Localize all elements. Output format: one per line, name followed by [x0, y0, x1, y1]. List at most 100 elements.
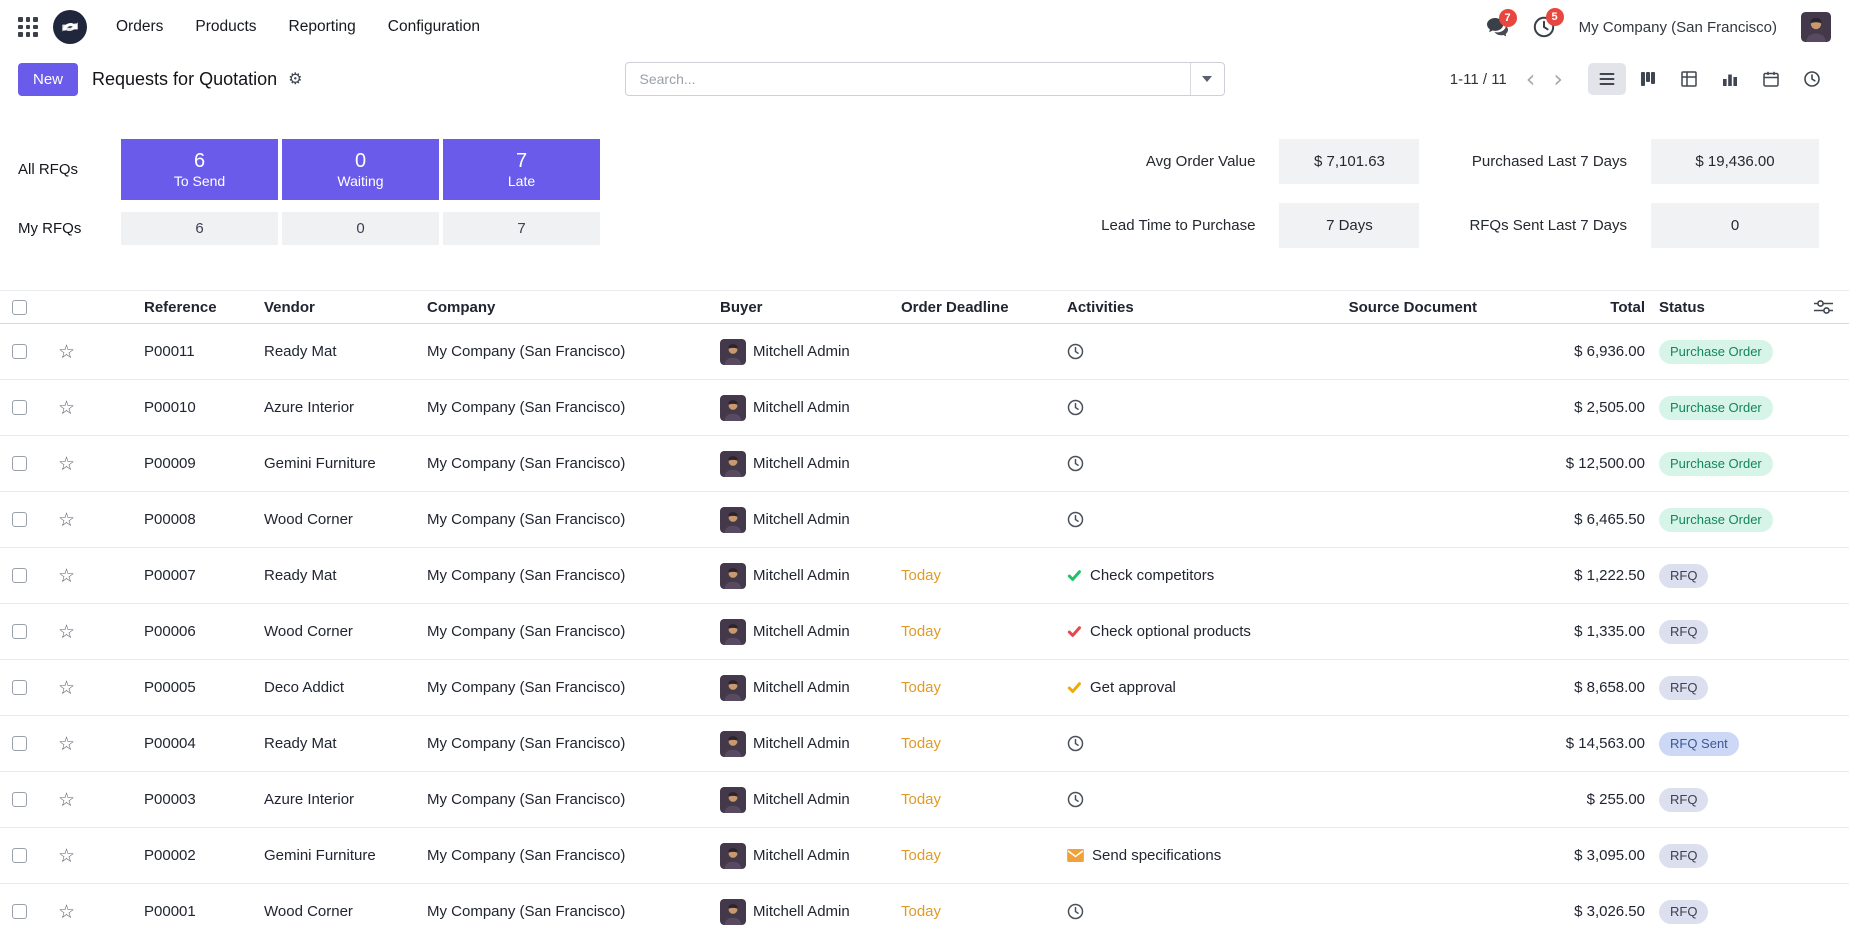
messages-icon[interactable]: 7	[1486, 8, 1517, 38]
table-row[interactable]: ☆ P00005 Deco Addict My Company (San Fra…	[0, 660, 1849, 716]
kpi-to-send[interactable]: 6 To Send	[121, 139, 278, 200]
favorite-star-icon[interactable]: ☆	[58, 564, 76, 587]
table-row[interactable]: ☆ P00003 Azure Interior My Company (San …	[0, 772, 1849, 828]
column-header-activities[interactable]: Activities	[1067, 298, 1134, 316]
user-avatar[interactable]	[1801, 12, 1831, 42]
row-checkbox[interactable]	[12, 568, 27, 583]
column-header-total[interactable]: Total	[1610, 298, 1645, 316]
table-row[interactable]: ☆ P00002 Gemini Furniture My Company (Sa…	[0, 828, 1849, 884]
column-header-status[interactable]: Status	[1659, 298, 1705, 316]
row-checkbox[interactable]	[12, 904, 27, 919]
check-icon[interactable]	[1067, 680, 1082, 695]
table-row[interactable]: ☆ P00006 Wood Corner My Company (San Fra…	[0, 604, 1849, 660]
source-document-cell	[1337, 324, 1477, 379]
new-button[interactable]: New	[18, 62, 79, 96]
buyer-cell: Mitchell Admin	[720, 492, 901, 547]
menu-products[interactable]: Products	[195, 18, 257, 35]
activities-cell	[1067, 324, 1337, 379]
select-all-checkbox[interactable]	[12, 299, 27, 315]
row-checkbox[interactable]	[12, 512, 27, 527]
column-header-source-document[interactable]: Source Document	[1348, 298, 1477, 316]
activity-view-icon[interactable]	[1793, 63, 1831, 95]
optional-columns-icon[interactable]	[1814, 299, 1833, 315]
kanban-view-icon[interactable]	[1629, 63, 1667, 95]
favorite-star-icon[interactable]: ☆	[58, 340, 76, 363]
favorite-star-icon[interactable]: ☆	[58, 788, 76, 811]
clock-icon[interactable]	[1067, 399, 1084, 416]
table-row[interactable]: ☆ P00007 Ready Mat My Company (San Franc…	[0, 548, 1849, 604]
row-checkbox[interactable]	[12, 344, 27, 359]
kpi-late[interactable]: 7 Late	[443, 139, 600, 200]
kpi-waiting[interactable]: 0 Waiting	[282, 139, 439, 200]
clock-icon[interactable]	[1067, 343, 1084, 360]
rfq-list: Reference Vendor Company Buyer Order Dea…	[0, 290, 1849, 936]
activities-icon[interactable]: 5	[1533, 8, 1564, 38]
actions-gear-icon[interactable]: ⚙	[288, 71, 303, 88]
clock-icon[interactable]	[1067, 791, 1084, 808]
kpi-my-waiting[interactable]: 0	[282, 212, 439, 245]
check-icon[interactable]	[1067, 568, 1082, 583]
pager-next-icon[interactable]: ›	[1553, 65, 1563, 93]
search-dropdown-caret-icon[interactable]	[1189, 63, 1224, 95]
row-checkbox[interactable]	[12, 848, 27, 863]
company-cell: My Company (San Francisco)	[427, 903, 626, 920]
graph-view-icon[interactable]	[1711, 63, 1749, 95]
row-checkbox[interactable]	[12, 400, 27, 415]
table-row[interactable]: ☆ P00004 Ready Mat My Company (San Franc…	[0, 716, 1849, 772]
buyer-avatar	[720, 562, 746, 589]
clock-icon[interactable]	[1067, 511, 1084, 528]
row-checkbox[interactable]	[12, 680, 27, 695]
row-star-cell: ☆	[52, 660, 100, 715]
clock-icon[interactable]	[1067, 735, 1084, 752]
table-row[interactable]: ☆ P00001 Wood Corner My Company (San Fra…	[0, 884, 1849, 936]
column-header-company[interactable]: Company	[427, 298, 496, 316]
column-header-order-deadline[interactable]: Order Deadline	[901, 298, 1009, 316]
row-checkbox[interactable]	[12, 456, 27, 471]
purchase-app-logo-icon[interactable]	[52, 9, 88, 45]
apps-grid-icon[interactable]	[18, 17, 38, 37]
check-icon[interactable]	[1067, 624, 1082, 639]
favorite-star-icon[interactable]: ☆	[58, 620, 76, 643]
kpi-my-late[interactable]: 7	[443, 212, 600, 245]
clock-icon[interactable]	[1067, 903, 1084, 920]
table-body: ☆ P00011 Ready Mat My Company (San Franc…	[0, 324, 1849, 936]
list-view-icon[interactable]	[1588, 63, 1626, 95]
pager-counter: 1-11 / 11	[1449, 70, 1507, 88]
buyer-cell: Mitchell Admin	[720, 716, 901, 771]
favorite-star-icon[interactable]: ☆	[58, 844, 76, 867]
row-checkbox[interactable]	[12, 624, 27, 639]
row-checkbox-cell	[12, 604, 52, 659]
clock-icon[interactable]	[1067, 455, 1084, 472]
table-row[interactable]: ☆ P00009 Gemini Furniture My Company (Sa…	[0, 436, 1849, 492]
column-header-reference[interactable]: Reference	[144, 298, 217, 316]
row-checkbox[interactable]	[12, 792, 27, 807]
pivot-view-icon[interactable]	[1670, 63, 1708, 95]
search-input[interactable]	[625, 63, 1190, 95]
pager-prev-icon[interactable]: ‹	[1525, 65, 1536, 93]
calendar-view-icon[interactable]	[1752, 63, 1790, 95]
buyer-avatar	[720, 786, 746, 813]
source-document-cell	[1337, 772, 1477, 827]
buyer-name: Mitchell Admin	[753, 567, 850, 584]
favorite-star-icon[interactable]: ☆	[58, 452, 76, 475]
envelope-icon[interactable]	[1067, 849, 1084, 862]
favorite-star-icon[interactable]: ☆	[58, 396, 76, 419]
kpi-my-to-send[interactable]: 6	[121, 212, 278, 245]
menu-configuration[interactable]: Configuration	[387, 18, 480, 35]
menu-reporting[interactable]: Reporting	[288, 18, 356, 35]
column-header-buyer[interactable]: Buyer	[720, 298, 763, 316]
favorite-star-icon[interactable]: ☆	[58, 508, 76, 531]
favorite-star-icon[interactable]: ☆	[58, 900, 76, 923]
activities-badge: 5	[1545, 8, 1564, 26]
favorite-star-icon[interactable]: ☆	[58, 676, 76, 699]
row-checkbox[interactable]	[12, 736, 27, 751]
table-row[interactable]: ☆ P00008 Wood Corner My Company (San Fra…	[0, 492, 1849, 548]
menu-orders[interactable]: Orders	[116, 18, 164, 35]
favorite-star-icon[interactable]: ☆	[58, 732, 76, 755]
company-cell: My Company (San Francisco)	[427, 679, 626, 696]
table-row[interactable]: ☆ P00010 Azure Interior My Company (San …	[0, 380, 1849, 436]
company-switcher[interactable]: My Company (San Francisco)	[1578, 18, 1777, 36]
select-all-cell	[12, 291, 52, 323]
column-header-vendor[interactable]: Vendor	[264, 298, 315, 316]
table-row[interactable]: ☆ P00011 Ready Mat My Company (San Franc…	[0, 324, 1849, 380]
